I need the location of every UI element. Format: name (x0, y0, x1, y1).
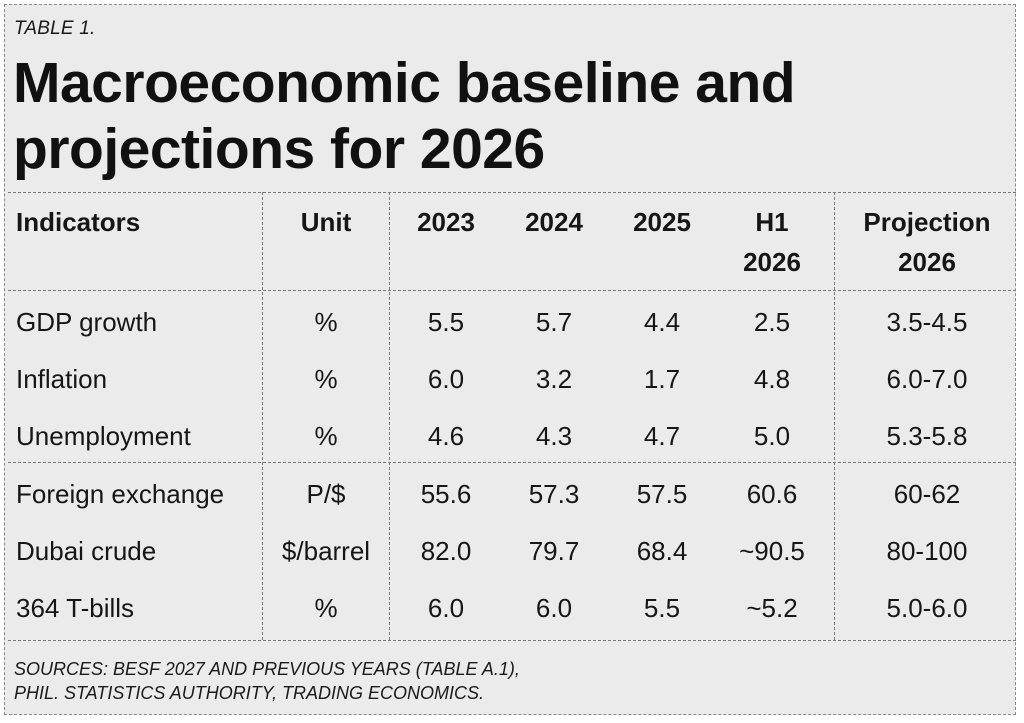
value-h1-2026: 5.0 (753, 421, 791, 451)
unit-cell: $/barrel (281, 536, 371, 566)
indicator-cell: 364 T-bills (16, 593, 135, 623)
column-divider-projection (834, 192, 835, 640)
sources-line-2: PHIL. STATISTICS AUTHORITY, TRADING ECON… (14, 683, 485, 703)
value-2023: 4.6 (427, 421, 465, 451)
header-unit: Unit (300, 207, 352, 237)
value-2023: 55.6 (420, 479, 472, 509)
table-label: TABLE 1. (14, 18, 96, 39)
value-2025: 5.5 (643, 593, 681, 623)
value-2024: 4.3 (535, 421, 573, 451)
header-h1-year: 2026 (743, 247, 801, 277)
sources-note: SOURCES: BESF 2027 AND PREVIOUS YEARS (T… (14, 657, 520, 705)
value-2024: 3.2 (535, 364, 573, 394)
indicator-cell: GDP growth (16, 307, 158, 337)
header-2024: 2024 (525, 207, 583, 237)
header-projection-year: 2026 (898, 247, 956, 277)
header-divider (8, 192, 1016, 193)
title-line-2: projections for 2026 (13, 117, 545, 181)
value-h1-2026: ~90.5 (739, 536, 805, 566)
value-2023: 6.0 (427, 593, 465, 623)
value-2024: 57.3 (528, 479, 580, 509)
value-2023: 5.5 (427, 307, 465, 337)
value-projection-2026: 60-62 (893, 479, 961, 509)
header-2025: 2025 (633, 207, 691, 237)
value-h1-2026: 60.6 (746, 479, 798, 509)
value-h1-2026: 4.8 (753, 364, 791, 394)
value-2024: 79.7 (528, 536, 580, 566)
value-h1-2026: 2.5 (753, 307, 791, 337)
column-divider-indicator (262, 192, 263, 640)
value-2025: 68.4 (636, 536, 688, 566)
value-2023: 82.0 (420, 536, 472, 566)
sources-divider (8, 640, 1016, 641)
header-bottom-divider (8, 290, 1016, 291)
value-2024: 6.0 (535, 593, 573, 623)
group-divider (8, 462, 1016, 463)
value-projection-2026: 5.3-5.8 (886, 421, 968, 451)
unit-cell: P/$ (306, 479, 346, 509)
column-divider-unit (389, 192, 390, 640)
value-projection-2026: 80-100 (886, 536, 968, 566)
value-2025: 4.4 (643, 307, 681, 337)
value-projection-2026: 5.0-6.0 (886, 593, 968, 623)
indicator-cell: Inflation (16, 364, 108, 394)
page-title: Macroeconomic baseline and projections f… (13, 50, 993, 182)
indicator-cell: Unemployment (16, 421, 191, 451)
unit-cell: % (314, 421, 338, 451)
unit-cell: % (314, 593, 338, 623)
value-projection-2026: 3.5-4.5 (886, 307, 968, 337)
unit-cell: % (314, 307, 338, 337)
sources-line-1: SOURCES: BESF 2027 AND PREVIOUS YEARS (T… (14, 659, 520, 679)
title-line-1: Macroeconomic baseline and (13, 51, 796, 115)
table-card (4, 4, 1016, 715)
header-2023: 2023 (417, 207, 475, 237)
value-h1-2026: ~5.2 (746, 593, 798, 623)
indicator-cell: Foreign exchange (16, 479, 225, 509)
header-projection: Projection (863, 207, 991, 237)
indicator-cell: Dubai crude (16, 536, 157, 566)
value-projection-2026: 6.0-7.0 (886, 364, 968, 394)
value-2023: 6.0 (427, 364, 465, 394)
header-h1: H1 (755, 207, 789, 237)
value-2024: 5.7 (535, 307, 573, 337)
unit-cell: % (314, 364, 338, 394)
header-indicators: Indicators (16, 207, 141, 237)
value-2025: 57.5 (636, 479, 688, 509)
value-2025: 4.7 (643, 421, 681, 451)
value-2025: 1.7 (643, 364, 681, 394)
